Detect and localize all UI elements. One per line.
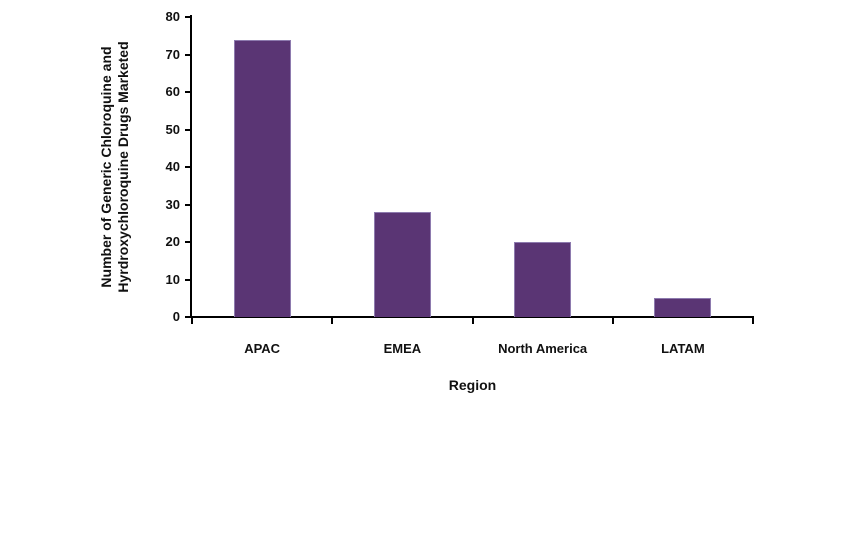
y-axis-title-line-1: Number of Generic Chloroquine and <box>98 46 114 288</box>
y-axis-title: Number of Generic Chloroquine and Hyrdro… <box>98 17 134 317</box>
x-category-label-apac: APAC <box>244 341 281 356</box>
y-tick-label-20: 20 <box>165 234 180 249</box>
x-tick-mark-1 <box>331 317 334 324</box>
bar-apac <box>233 39 291 317</box>
y-tick-mark-60 <box>185 91 191 93</box>
bar-emea <box>373 212 431 317</box>
y-tick-label-80: 80 <box>165 9 180 24</box>
x-category-label-north-america: North America <box>498 341 588 356</box>
y-tick-label-70: 70 <box>165 46 180 62</box>
y-tick-label-0: 0 <box>172 309 180 324</box>
x-category-label-emea: EMEA <box>383 341 422 356</box>
y-tick-mark-10 <box>185 278 191 281</box>
y-tick-label-60: 60 <box>165 84 180 99</box>
y-tick-label-50: 50 <box>165 121 180 137</box>
y-tick-mark-80 <box>185 16 191 18</box>
x-tick-mark-2 <box>471 317 474 324</box>
y-axis-title-line-2: Hyrdroxychloroquine Drugs Marketed <box>115 41 131 293</box>
y-tick-mark-30 <box>185 203 191 206</box>
y-tick-mark-40 <box>185 166 191 168</box>
x-tick-mark-0 <box>191 317 193 324</box>
x-tick-mark-4 <box>752 317 754 324</box>
y-tick-mark-20 <box>185 241 191 243</box>
y-tick-label-40: 40 <box>165 159 180 174</box>
bar-north-america <box>514 242 572 317</box>
y-axis-line <box>190 15 192 318</box>
y-tick-label-30: 30 <box>165 196 180 212</box>
x-tick-mark-3 <box>611 317 614 324</box>
x-category-label-latam: LATAM <box>661 341 705 356</box>
y-tick-mark-50 <box>185 128 191 131</box>
y-tick-label-10: 10 <box>165 271 180 287</box>
bar-latam <box>654 298 712 317</box>
y-tick-mark-0 <box>185 316 191 318</box>
y-tick-mark-70 <box>185 53 191 56</box>
x-axis-title: Region <box>448 377 497 393</box>
